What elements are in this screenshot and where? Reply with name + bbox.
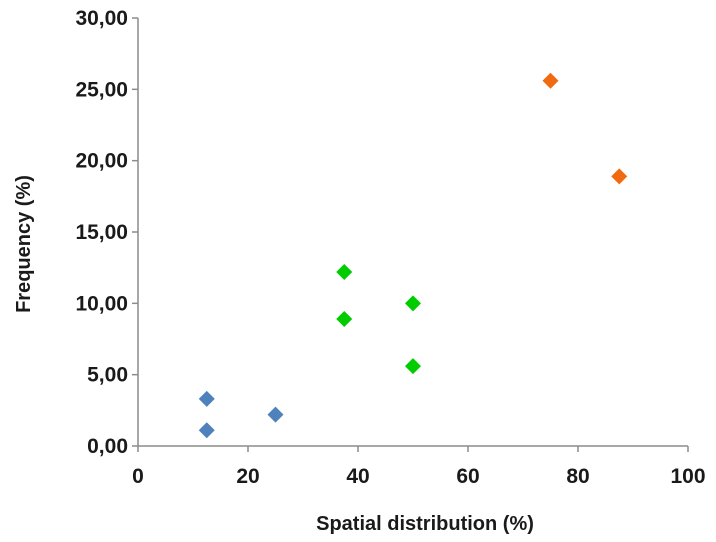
x-tick-label: 20 [236,465,259,488]
data-point [267,406,284,423]
data-point [198,390,215,407]
x-tick-label: 0 [132,465,144,488]
y-tick-label: 20,00 [75,150,128,173]
y-axis-title: Frequency (%) [13,175,35,313]
x-axis-ticks: 0 20 40 60 80 100 [132,446,706,488]
y-tick-label: 0,00 [87,435,128,458]
data-point [198,422,215,439]
data-point [405,358,421,375]
data-point [542,72,559,89]
x-axis-title: Spatial distribution (%) [316,513,534,535]
x-tick-label: 60 [456,465,479,488]
data-point [611,168,628,185]
data-point [405,295,421,312]
x-tick-label: 40 [346,465,369,488]
y-tick-label: 30,00 [75,7,128,30]
x-tick-label: 100 [670,465,705,488]
y-tick-label: 15,00 [75,221,128,244]
y-tick-label: 10,00 [75,292,128,315]
y-axis-ticks: 0,00 5,00 10,00 15,00 20,00 25,00 30,00 [75,7,138,458]
y-tick-label: 25,00 [75,78,128,101]
axes [137,18,688,447]
data-point [336,311,353,328]
data-points [198,72,628,439]
data-point [336,263,353,280]
x-tick-label: 80 [566,465,589,488]
y-tick-label: 5,00 [87,364,128,387]
